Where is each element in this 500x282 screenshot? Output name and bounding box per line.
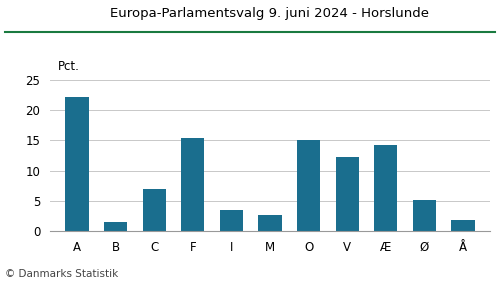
Bar: [452, 220, 474, 231]
Bar: [413, 200, 436, 231]
Bar: [66, 97, 88, 231]
Bar: [181, 138, 204, 231]
Bar: [374, 145, 398, 231]
Bar: [104, 222, 127, 231]
Bar: [336, 157, 359, 231]
Bar: [220, 210, 243, 231]
Text: Europa-Parlamentsvalg 9. juni 2024 - Horslunde: Europa-Parlamentsvalg 9. juni 2024 - Hor…: [110, 7, 430, 20]
Bar: [142, 190, 166, 231]
Text: © Danmarks Statistik: © Danmarks Statistik: [5, 269, 118, 279]
Bar: [258, 215, 281, 231]
Text: Pct.: Pct.: [58, 60, 80, 72]
Bar: [297, 140, 320, 231]
